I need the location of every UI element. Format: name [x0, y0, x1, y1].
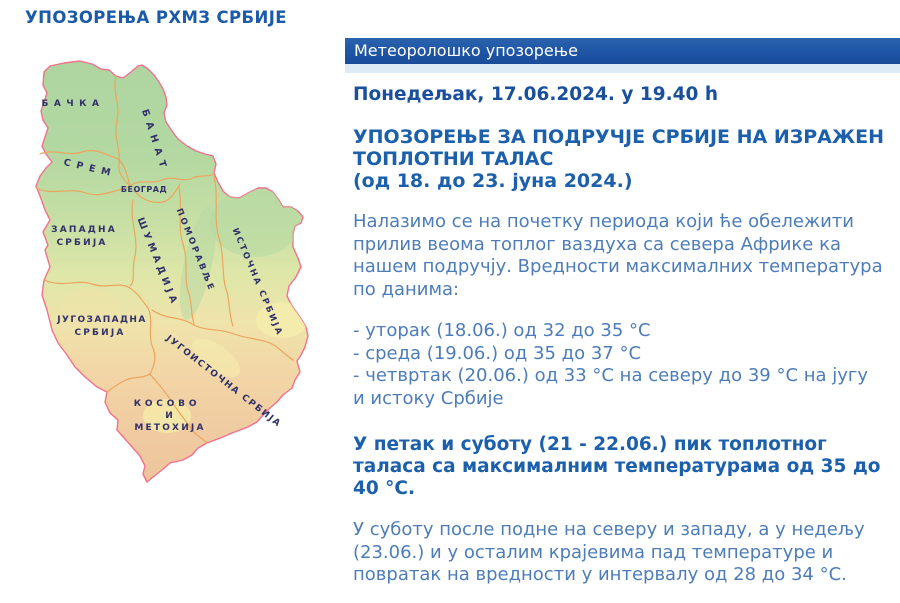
serbia-outline [35, 60, 309, 483]
region-label-kosovo-line1: КОСОВО [134, 399, 201, 409]
panel-header-title: Метеоролошко упозорење [354, 41, 578, 60]
region-label-beograd: БЕОГРАД [121, 185, 167, 194]
warning-heading: УПОЗОРЕЊЕ ЗА ПОДРУЧЈЕ СРБИЈЕ НА ИЗРАЖЕН … [353, 126, 885, 192]
region-label-zapadna-line1: ЗАПАДНА [51, 225, 117, 235]
border-backa-banat [114, 75, 131, 187]
region-label-jugozapadna-line2: СРБИЈА [74, 328, 125, 338]
outlook-paragraph: У суботу после подне на северу и западу,… [353, 519, 865, 585]
daily-values-list: - уторак (18.06.) од 32 до 35 °С - среда… [353, 320, 869, 409]
region-borders [35, 75, 294, 444]
region-label-zapadna-line2: СРБИЈА [56, 238, 107, 248]
date-line: Понедељак, 17.06.2024. у 19.40 h [353, 84, 718, 105]
intro-paragraph: Налазимо се на почетку периода који ће о… [353, 211, 883, 300]
border-beograd [133, 183, 181, 204]
serbia-map-svg: БАЧКА БАНАТ СРЕМ БЕОГРАД ЗАПАДНА СРБИЈА … [35, 60, 309, 483]
border-sumadija-pomoravlje [178, 187, 195, 325]
warning-panel: Метеоролошко упозорење Понедељак, 17.06.… [345, 38, 900, 587]
page-title: УПОЗОРЕЊА РХМЗ СРБИЈЕ [25, 8, 287, 27]
region-label-kosovo-line2: И [165, 411, 173, 421]
region-label-jugozapadna-line1: ЈУГОЗАПАДНА [56, 315, 146, 325]
border-srem-sava [35, 185, 131, 196]
border-pomoravlje-istocna [213, 175, 234, 327]
region-label-kosovo-line3: МЕТОХИЈА [134, 423, 205, 433]
relief-patches [60, 189, 308, 433]
peak-paragraph: У петак и суботу (21 - 22.06.) пик топло… [353, 434, 881, 499]
region-label-backa: БАЧКА [42, 99, 105, 109]
border-backa-srem [39, 149, 131, 187]
border-kosovo-jugoistocna [149, 373, 208, 444]
border-banat-danube [129, 172, 215, 187]
border-jugozapadna-north [43, 279, 149, 309]
serbia-map: БАЧКА БАНАТ СРЕМ БЕОГРАД ЗАПАДНА СРБИЈА … [30, 58, 330, 498]
panel-body: Понедељак, 17.06.2024. у 19.40 h УПОЗОРЕ… [345, 84, 900, 587]
panel-subheader-strip [345, 64, 900, 73]
panel-header-bar: Метеоролошко упозорење [345, 38, 900, 64]
border-zapadna-sumadija [129, 199, 137, 287]
border-jugoistocna-north [151, 309, 294, 361]
